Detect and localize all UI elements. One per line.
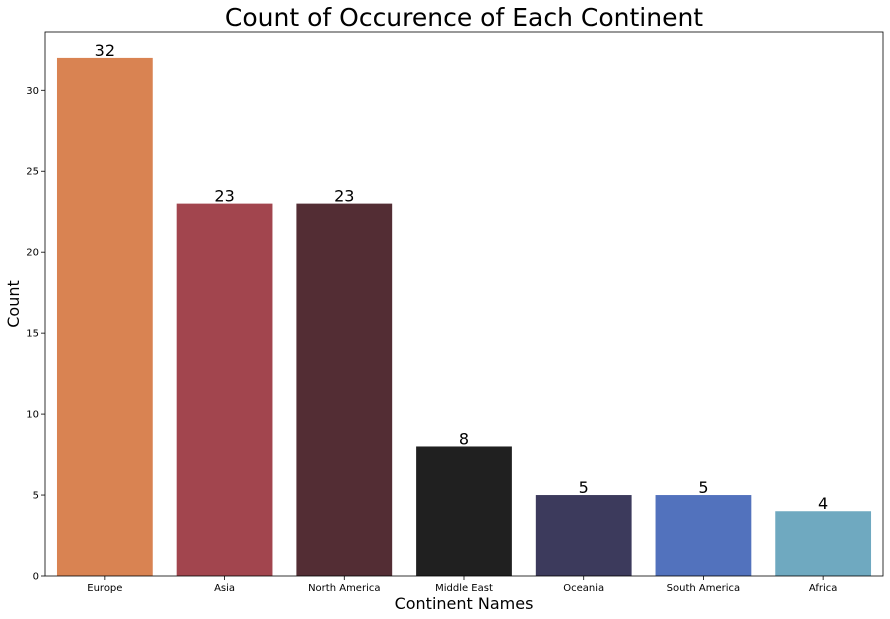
bar-africa [775,511,872,576]
data-label: 23 [214,187,234,206]
y-axis-label: Count [4,280,23,328]
data-label: 8 [459,429,469,448]
x-tick-label: South America [667,583,741,594]
data-label: 5 [579,478,589,497]
y-tick-label: 30 [26,86,39,97]
y-tick-label: 20 [26,248,39,259]
chart-title: Count of Occurence of Each Continent [225,3,703,32]
x-tick-label: Asia [214,583,235,594]
y-tick-label: 10 [26,410,39,421]
x-tick-label: Africa [809,583,838,594]
data-label: 23 [334,187,354,206]
bar-asia [176,203,273,576]
y-tick-label: 0 [33,572,39,583]
bar-europe [56,57,153,576]
bar-south-america [655,495,752,576]
x-tick-label: Middle East [435,583,493,594]
y-tick-label: 25 [26,167,39,178]
x-axis-label: Continent Names [395,594,534,613]
x-tick-label: Oceania [563,583,604,594]
bar-oceania [535,495,632,576]
y-tick-label: 5 [33,491,39,502]
bar-middle-east [416,446,512,576]
y-tick-label: 15 [26,329,39,340]
bar-north-america [296,203,393,576]
plot-area: 32 23 23 8 5 5 4 0 5 10 15 20 25 30 Europe Asia North Am… [26,31,884,594]
x-tick-label: North America [308,583,380,594]
data-label: 32 [95,41,115,60]
data-label: 5 [698,478,708,497]
data-label: 4 [818,494,828,513]
x-tick-label: Europe [87,583,122,594]
